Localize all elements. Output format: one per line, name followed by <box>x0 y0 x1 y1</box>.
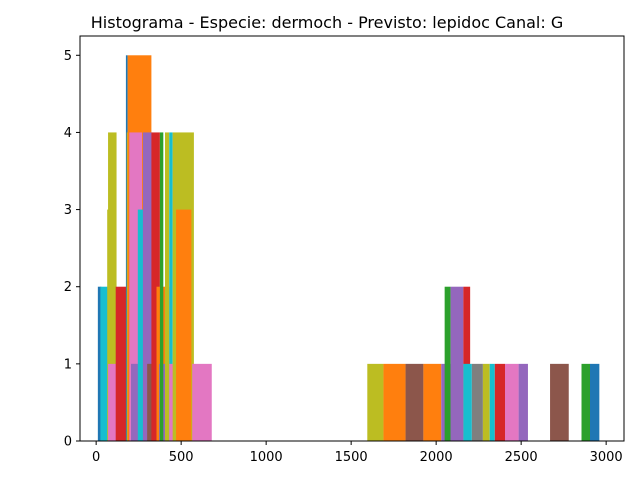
histogram-bar-36 <box>489 363 495 441</box>
x-tick-label-6: 3000 <box>590 450 623 465</box>
axes-layer: 0 500 1000 1500 2000 2500 3000 0 1 2 3 4 5 <box>64 35 625 465</box>
y-tick-label-2: 2 <box>64 280 72 295</box>
histogram-bar-24 <box>192 363 212 441</box>
y-tick-label-1: 1 <box>64 357 72 372</box>
histogram-bar-25 <box>367 363 384 441</box>
y-tick-label-4: 4 <box>64 126 72 141</box>
histogram-bar-35 <box>482 363 490 441</box>
y-tick-label-3: 3 <box>64 203 72 218</box>
x-tick-label-1: 500 <box>169 450 194 465</box>
histogram-bar-34 <box>471 363 483 441</box>
plot-frame <box>79 35 625 442</box>
histogram-bar-3 <box>108 132 117 441</box>
histogram-bar-32 <box>463 286 471 441</box>
histogram-bar-17 <box>159 132 164 441</box>
x-tick-label-2: 1000 <box>250 450 283 465</box>
histogram-bar-0 <box>97 286 102 441</box>
histogram-bar-1 <box>100 286 109 441</box>
histogram-bar-12 <box>142 132 153 441</box>
histogram-bar-4 <box>108 363 117 441</box>
x-tick-label-0: 0 <box>92 450 100 465</box>
histogram-bar-26 <box>383 363 406 441</box>
histogram-bar-37 <box>494 363 505 441</box>
histogram-bar-33 <box>463 363 472 441</box>
histogram-bar-27 <box>405 363 424 441</box>
histogram-bar-31 <box>450 286 464 441</box>
histogram-bar-42 <box>590 363 600 441</box>
histogram-bar-2 <box>107 209 109 441</box>
chart-title: Histograma - Especie: dermoch - Previsto… <box>91 13 564 32</box>
histogram-bar-10 <box>131 363 142 441</box>
x-tick-label-5: 2500 <box>505 450 538 465</box>
histogram-bar-40 <box>550 363 569 441</box>
histogram-bar-18 <box>165 132 170 441</box>
y-tick-label-0: 0 <box>64 435 72 450</box>
bars-layer <box>97 55 600 441</box>
histogram-bar-30 <box>444 286 451 441</box>
histogram-bar-14 <box>151 132 160 441</box>
histogram-bar-19 <box>169 132 173 441</box>
histogram-bar-28 <box>423 363 442 441</box>
x-tick-label-3: 1500 <box>335 450 368 465</box>
histogram-bar-38 <box>505 363 519 441</box>
histogram-bar-23 <box>176 209 192 441</box>
y-tick-label-5: 5 <box>64 49 72 64</box>
histogram-bar-39 <box>518 363 528 441</box>
x-tick-label-4: 2000 <box>420 450 453 465</box>
histogram-bar-41 <box>581 363 590 441</box>
